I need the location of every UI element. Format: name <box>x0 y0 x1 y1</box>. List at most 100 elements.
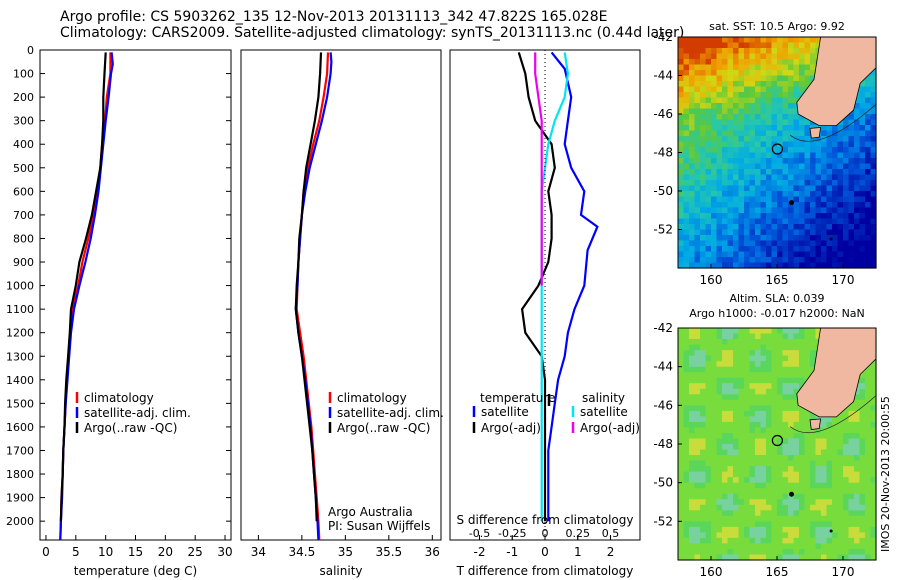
map-cell <box>689 191 696 198</box>
map-cell <box>711 251 718 258</box>
map-cell <box>738 86 745 93</box>
map-cell <box>821 257 828 264</box>
map-cell <box>859 114 866 121</box>
map-cell <box>865 240 872 247</box>
map-cell <box>788 477 795 484</box>
map-cell <box>727 53 734 60</box>
map-cell <box>777 229 784 236</box>
map-cell <box>755 240 762 247</box>
map-cell <box>760 92 767 99</box>
map-cell <box>771 81 778 88</box>
y-tick-label: -44 <box>653 69 673 83</box>
map-cell <box>777 493 784 500</box>
map-cell <box>694 191 701 198</box>
map-cell <box>804 229 811 236</box>
map-cell <box>711 224 718 231</box>
map-cell <box>777 152 784 159</box>
map-cell <box>727 344 734 351</box>
map-cell <box>760 235 767 242</box>
map-cell <box>683 455 690 462</box>
map-cell <box>788 361 795 368</box>
map-cell <box>744 240 751 247</box>
map-cell <box>832 549 839 556</box>
map-cell <box>733 361 740 368</box>
map-cell <box>694 394 701 401</box>
map-cell <box>738 48 745 55</box>
map-cell <box>821 526 828 533</box>
map-cell <box>865 180 872 187</box>
map-cell <box>727 366 734 373</box>
map-cell <box>749 152 756 159</box>
legend-label: satellite <box>580 405 628 419</box>
map-cell <box>700 147 707 154</box>
map-cell <box>705 185 712 192</box>
map-cell <box>848 152 855 159</box>
map-cell <box>766 537 773 544</box>
map-cell <box>870 460 877 467</box>
map-cell <box>782 438 789 445</box>
map-cell <box>738 158 745 165</box>
map-cell <box>854 532 861 539</box>
map-cell <box>716 383 723 390</box>
map-cell <box>804 59 811 66</box>
map-cell <box>760 471 767 478</box>
map-cell <box>777 97 784 104</box>
map-cell <box>733 42 740 49</box>
map-cell <box>782 246 789 253</box>
map-cell <box>766 37 773 44</box>
map-cell <box>815 196 822 203</box>
map-cell <box>859 372 866 379</box>
map-cell <box>727 262 734 269</box>
map-cell <box>793 399 800 406</box>
map-cell <box>733 438 740 445</box>
map-cell <box>727 202 734 209</box>
map-cell <box>716 521 723 528</box>
map-cell <box>771 543 778 550</box>
map-cell <box>782 383 789 390</box>
map-cell <box>744 361 751 368</box>
map-cell <box>727 405 734 412</box>
map-cell <box>694 108 701 115</box>
map-cell <box>733 119 740 126</box>
map-cell <box>799 240 806 247</box>
map-cell <box>766 339 773 346</box>
map-cell <box>821 262 828 269</box>
map-cell <box>749 75 756 82</box>
map-cell <box>683 202 690 209</box>
legend-label: satellite-adj. clim. <box>337 406 444 420</box>
map-cell <box>788 444 795 451</box>
map-cell <box>788 504 795 511</box>
map-cell <box>683 339 690 346</box>
map-cell <box>716 196 723 203</box>
map-cell <box>810 229 817 236</box>
map-cell <box>848 488 855 495</box>
map-cell <box>749 240 756 247</box>
map-cell <box>771 251 778 258</box>
map-cell <box>766 388 773 395</box>
map-cell <box>755 438 762 445</box>
argo-position-marker <box>771 434 783 447</box>
map-cell <box>755 344 762 351</box>
map-cell <box>854 130 861 137</box>
map-cell <box>870 246 877 253</box>
map-cell <box>837 152 844 159</box>
map-cell <box>683 521 690 528</box>
map-cell <box>848 185 855 192</box>
map-cell <box>727 119 734 126</box>
map-cell <box>716 488 723 495</box>
map-cell <box>837 196 844 203</box>
map-cell <box>826 543 833 550</box>
map-cell <box>821 235 828 242</box>
map-cell <box>848 180 855 187</box>
map-cell <box>804 130 811 137</box>
map-cell <box>733 86 740 93</box>
map-cell <box>793 218 800 225</box>
map-cell <box>727 136 734 143</box>
map-cell <box>777 355 784 362</box>
map-cell <box>722 97 729 104</box>
map-cell <box>694 136 701 143</box>
legend-label: climatology <box>337 391 407 405</box>
map-cell <box>727 438 734 445</box>
map-cell <box>722 213 729 220</box>
map-cell <box>700 344 707 351</box>
